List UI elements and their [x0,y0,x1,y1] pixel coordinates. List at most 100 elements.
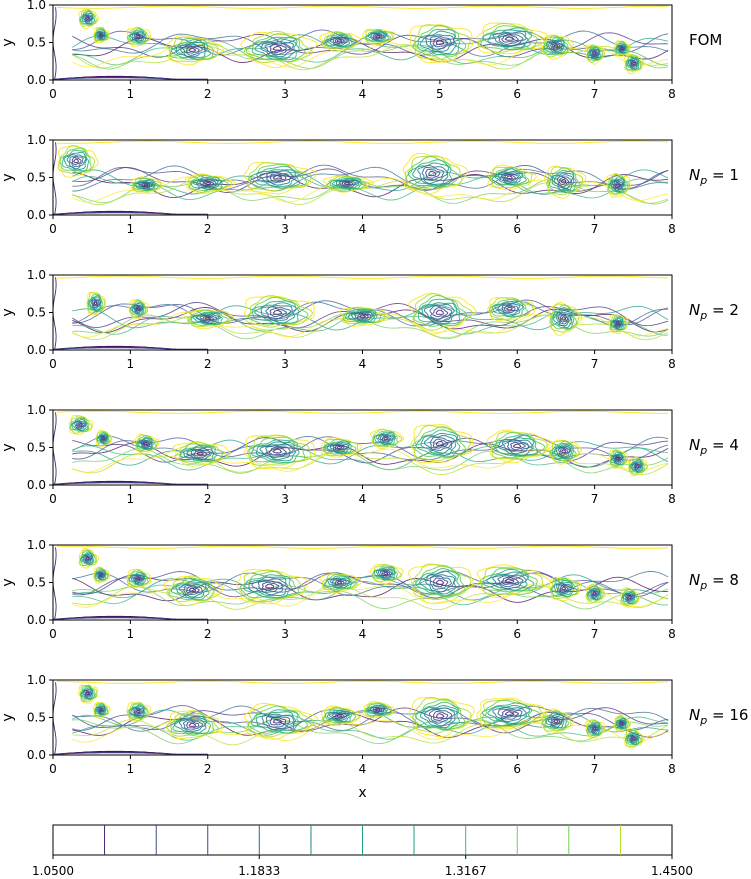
x-tick-label: 1 [127,627,135,641]
contour-line [476,564,551,599]
panel-label: Np = 2 [689,301,739,322]
contour-line [272,448,283,454]
contour-line [248,576,289,597]
contour-line [196,451,204,456]
contour-line [269,716,287,726]
contour-line [251,36,300,61]
contour-line [334,579,345,585]
contour-line [421,302,458,325]
contour-line [614,40,630,56]
contour-line [329,443,349,453]
contour-line [412,293,473,331]
contour-line [489,297,534,320]
contour-line [543,165,587,199]
vortex [487,296,535,321]
panel-label: Np = 4 [689,436,739,457]
contour-line [491,432,546,459]
contour-line [326,710,350,722]
contour-line [126,702,152,722]
contour-line [375,433,396,445]
contour-line [614,41,629,55]
contour-line [542,710,572,732]
contour-line [199,314,218,323]
panel-3: 0 1 2 3 4 5 6 7 8 0.0 0.5 1.0 y Np = 4 [0,403,739,506]
contour-line [86,556,90,560]
contour-line [195,179,219,189]
contour-line [591,725,599,733]
vortex [319,31,363,52]
y-tick-label: 0.5 [27,441,46,455]
contour-line [549,439,580,463]
vortex [243,295,315,331]
contour-line [561,316,566,321]
contour-line [551,307,575,330]
contour-band [72,44,669,71]
contour-line [417,298,461,325]
contour-line [334,38,345,44]
x-tick-label: 7 [591,762,599,776]
contour-line [98,32,104,38]
panel-label: Np = 8 [689,571,739,592]
contour-band [72,574,669,601]
vortex [319,572,363,594]
contour-line [93,27,109,42]
contour-line [240,31,318,69]
contour-line [552,717,561,725]
contour-line [334,444,345,450]
contour-line [629,735,638,743]
x-tick-label: 0 [49,357,57,371]
contour-line [628,734,639,744]
vortex [92,701,111,720]
contour-line [506,306,513,311]
contour-line [381,435,390,441]
contour-line [560,585,568,592]
contour-line [423,434,455,455]
contour-line [255,441,297,462]
contour-line [555,583,572,595]
contour-line [84,690,92,698]
contour-line [96,431,110,445]
contour-line [409,24,473,64]
contour-line [379,435,392,443]
contour-line [410,424,474,464]
contour-line [332,443,348,452]
contour-line [261,713,295,730]
contour-line [265,715,291,728]
contour-line [630,460,643,473]
y-tick-label: 1.0 [27,673,46,687]
contour-line [183,446,215,461]
contour-line [551,172,575,191]
contour-line [539,34,575,60]
contour-line [608,449,629,469]
contour-line [614,320,622,328]
contour-line [413,696,472,734]
contour-line [504,711,515,716]
contour-line [175,41,207,59]
contour-line [63,151,88,171]
contour-line [324,709,352,723]
contour-line [78,8,100,30]
contour-line [615,321,621,327]
contour-line [633,462,642,471]
contour-line [589,589,600,599]
contour-line [435,713,445,719]
vortex [163,575,224,607]
vortex [78,8,100,30]
contour-line [260,305,293,321]
bottom-wall-contour [53,482,208,485]
x-tick-label: 4 [359,222,367,236]
contour-line [133,433,160,455]
x-tick-label: 3 [281,222,289,236]
vortex [68,414,94,435]
contour-line [501,576,519,585]
vortex [408,563,474,604]
y-tick-label: 0.5 [27,171,46,185]
contour-line [185,46,200,54]
contour-line [631,461,642,472]
contour-line [501,709,519,718]
x-tick-label: 4 [359,762,367,776]
contour-line [592,51,598,57]
contour-line [548,301,583,336]
x-tick-label: 5 [436,762,444,776]
x-tick-label: 6 [513,357,521,371]
